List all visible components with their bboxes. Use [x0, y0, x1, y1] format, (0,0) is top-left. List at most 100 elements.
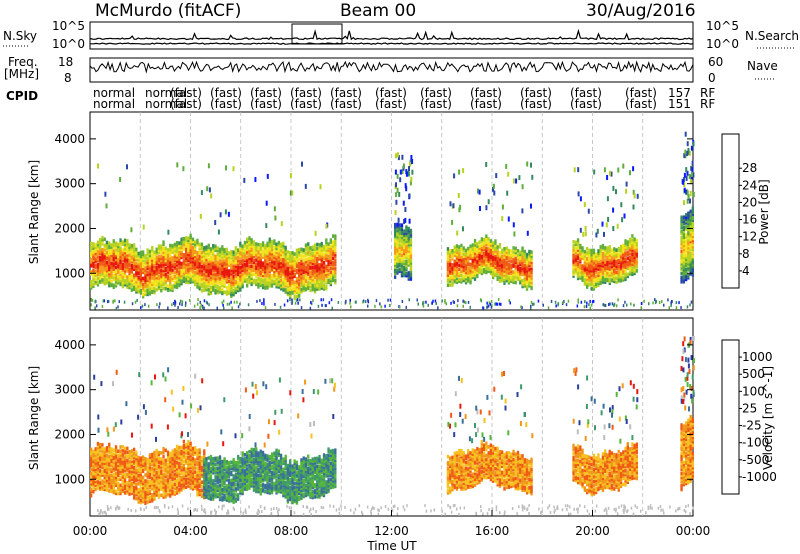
echo-cell — [619, 275, 623, 279]
echo-cell — [503, 277, 506, 281]
echo-cell — [169, 451, 172, 456]
echo-cell — [464, 258, 468, 263]
echo-cell — [485, 238, 488, 242]
echo-cell — [496, 265, 499, 269]
echo-cell — [327, 258, 330, 262]
echo-cell — [483, 251, 486, 256]
echo-cell — [473, 247, 477, 251]
echo-cell — [626, 272, 629, 277]
echo-cell — [586, 267, 589, 271]
echo-cell — [246, 249, 249, 254]
echo-cell — [313, 251, 317, 256]
echo-cell — [588, 260, 591, 265]
echo-cell — [407, 251, 410, 255]
echo-cell — [628, 261, 632, 266]
echo-cell — [153, 278, 156, 283]
echo-cell — [257, 256, 260, 261]
echo-cell — [689, 256, 692, 260]
echo-cell — [212, 250, 215, 254]
echo-cell — [455, 270, 459, 274]
echo-cell — [691, 254, 694, 259]
echo-cell — [282, 288, 285, 292]
echo-cell — [604, 270, 607, 274]
echo-cell — [114, 455, 118, 459]
echo-cell — [157, 464, 161, 469]
echo-cell — [221, 245, 224, 249]
echo-cell — [682, 259, 685, 264]
echo-cell — [291, 267, 294, 271]
echo-cell — [126, 450, 129, 455]
echo-cell — [588, 264, 591, 269]
echo-cell — [246, 239, 249, 244]
noise-highlight-box — [291, 23, 343, 45]
echo-cell — [464, 266, 468, 271]
echo-cell — [110, 479, 113, 484]
echo-cell — [583, 266, 586, 270]
near-range-echo — [577, 298, 579, 302]
echo-cell — [243, 273, 247, 277]
echo-cell — [687, 233, 690, 238]
echo-cell — [142, 252, 145, 256]
echo-cell — [144, 284, 147, 288]
near-range-echo — [159, 302, 161, 306]
echo-cell — [110, 459, 113, 463]
echo-cell — [590, 273, 593, 277]
echo-cell — [277, 252, 280, 257]
echo-cell — [250, 258, 253, 262]
echo-cell — [279, 250, 283, 255]
echo-cell — [160, 483, 163, 487]
echo-cell — [178, 275, 181, 280]
echo-cell — [680, 245, 683, 250]
echo-cell — [92, 284, 95, 289]
echo-cell — [135, 265, 138, 270]
echo-cell — [396, 257, 399, 261]
echo-cell — [464, 254, 468, 259]
echo-cell — [162, 493, 165, 497]
echo-cell — [144, 266, 147, 270]
sparse-echo — [206, 186, 209, 192]
echo-cell — [250, 252, 253, 256]
echo-cell — [90, 258, 93, 262]
echo-cell — [318, 247, 321, 251]
echo-cell — [205, 275, 208, 280]
echo-cell — [473, 265, 477, 269]
echo-cell — [142, 479, 145, 484]
echo-cell — [449, 259, 452, 263]
echo-cell — [298, 251, 301, 256]
echo-cell — [225, 263, 228, 268]
echo-cell — [151, 456, 154, 461]
near-range-echo — [185, 301, 187, 305]
echo-cell — [121, 467, 124, 471]
echo-cell — [588, 270, 591, 275]
echo-cell — [394, 241, 397, 245]
echo-cell — [689, 219, 692, 224]
echo-cell — [157, 284, 161, 289]
near-range-echo — [96, 304, 98, 308]
echo-cell — [139, 272, 142, 277]
echo-cell — [175, 263, 179, 267]
echo-cell — [162, 258, 165, 263]
echo-cell — [96, 445, 100, 450]
echo-cell — [471, 261, 474, 266]
echo-cell — [615, 272, 618, 277]
echo-cell — [182, 239, 185, 243]
echo-cell — [608, 249, 611, 253]
echo-cell — [293, 288, 296, 293]
echo-cell — [464, 280, 468, 285]
echo-cell — [151, 486, 154, 491]
echo-cell — [144, 495, 147, 499]
echo-cell — [180, 251, 183, 256]
echo-cell — [528, 259, 531, 264]
echo-cell — [396, 255, 399, 259]
echo-cell — [108, 279, 111, 284]
echo-cell — [407, 263, 410, 267]
echo-cell — [96, 254, 100, 259]
echo-cell — [613, 255, 616, 259]
echo-cell — [471, 271, 474, 276]
echo-cell — [130, 473, 133, 477]
echo-cell — [90, 475, 93, 480]
echo-cell — [205, 273, 208, 278]
echo-cell — [622, 253, 625, 258]
echo-cell — [530, 262, 533, 266]
echo-cell — [586, 251, 589, 255]
